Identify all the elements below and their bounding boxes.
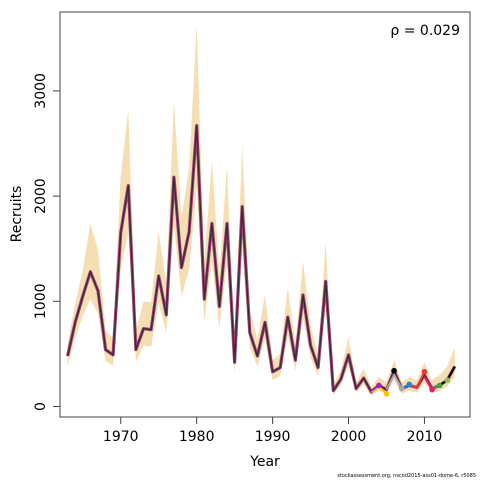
x-tick-label-3: 2000 [331, 429, 367, 445]
x-axis-title: Year [249, 454, 280, 470]
y-tick-label-2: 2000 [33, 178, 49, 214]
retro-peel-point-2 [376, 382, 382, 389]
retro-peel-point-1 [398, 385, 405, 392]
retro-peel-point-5 [429, 386, 435, 393]
plot-frame [59, 11, 471, 418]
terminal-point [391, 367, 397, 374]
y-axis-title: Recruits [9, 186, 25, 243]
y-axis-ticks: 0 1000 2000 3000 [33, 73, 60, 411]
retro-peel-point-3 [406, 381, 413, 388]
retro-peel-point-7 [444, 377, 451, 383]
y-tick-label-1: 1000 [33, 283, 49, 319]
retro-peel-point-0 [383, 391, 390, 397]
rho-annotation: ρ = 0.029 [390, 23, 460, 39]
source-note: stockassessment.org, nscod2015-ass01-dom… [337, 473, 476, 479]
retro-points-layer [376, 367, 451, 397]
retro-peel-line-1 [385, 372, 403, 391]
retro-peel-line-4 [409, 371, 426, 389]
x-tick-label-2: 1990 [255, 429, 291, 445]
x-tick-label-4: 2010 [407, 429, 443, 445]
retro-peel-point-6 [436, 382, 443, 389]
retro-peel-point-4 [421, 368, 428, 375]
x-tick-label-0: 1970 [103, 429, 139, 445]
y-tick-label-3: 3000 [33, 73, 49, 109]
x-axis-ticks: 1970 1980 1990 2000 2010 [103, 417, 442, 445]
x-tick-label-1: 1980 [179, 429, 215, 445]
y-tick-label-0: 0 [33, 402, 49, 411]
